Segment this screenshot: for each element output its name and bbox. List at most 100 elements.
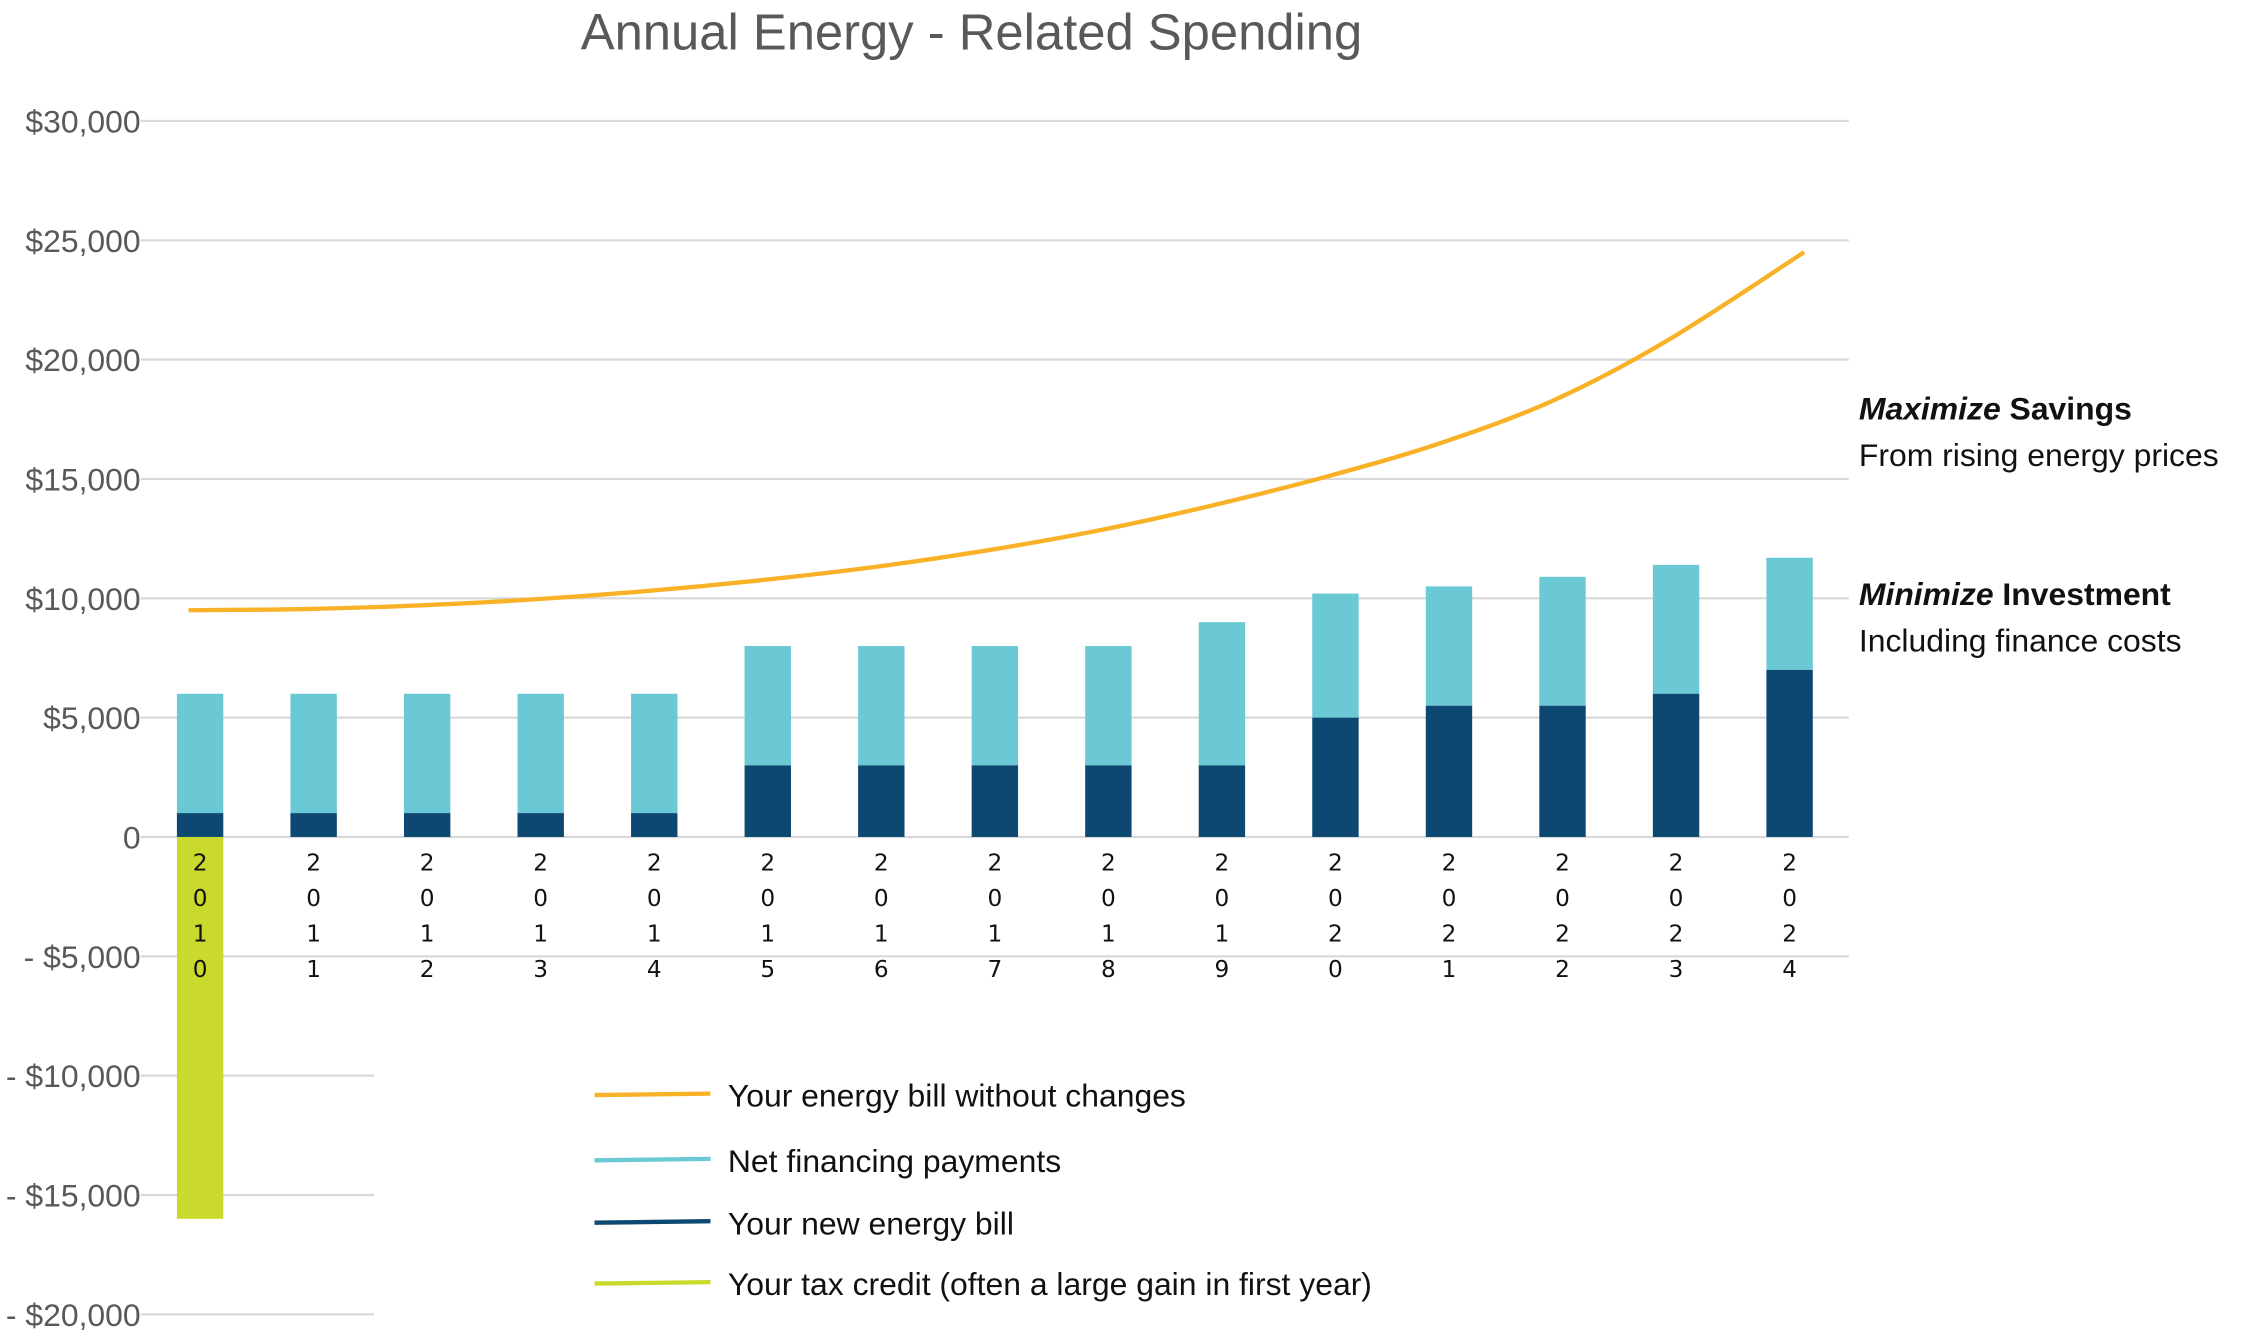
bar-new-energy-bill-2016 — [858, 765, 905, 837]
bar-net-financing-2013 — [517, 693, 564, 814]
y-tick-label: - $15,000 — [6, 1178, 141, 1214]
legend-swatch — [594, 1219, 711, 1225]
y-tick-label: - $10,000 — [6, 1058, 141, 1094]
x-tick-digit: 3 — [533, 956, 548, 983]
x-tick-digit: 2 — [1782, 849, 1797, 876]
x-tick-digit: 2 — [1442, 920, 1457, 947]
annotation: Maximize Savings From rising energy price… — [1859, 390, 2219, 472]
energy-bill-line — [188, 250, 1806, 613]
bar-net-financing-2014 — [631, 693, 678, 814]
x-tick-digit: 1 — [1442, 956, 1457, 983]
legend-item: Net financing payments — [594, 1143, 1061, 1179]
legend-swatch — [594, 1156, 711, 1163]
x-tick-digit: 1 — [760, 920, 775, 947]
annotation-emphasis: Minimize — [1859, 576, 1994, 612]
x-tick-digit: 2 — [533, 849, 548, 876]
x-tick-digit: 0 — [1555, 885, 1570, 912]
x-tick-digit: 8 — [1101, 956, 1116, 983]
bar-tax-credit-2010 — [176, 836, 224, 1219]
annotations: Maximize Savings From rising energy price… — [1859, 390, 2219, 658]
bar-net-financing-2012 — [403, 693, 451, 814]
bar-net-financing-2020 — [1312, 593, 1359, 718]
x-tick-digit: 1 — [647, 920, 662, 947]
x-tick-digit: 1 — [306, 956, 321, 983]
bar-new-energy-bill-2017 — [971, 765, 1019, 837]
annotation-rest: Investment — [1994, 576, 2172, 612]
legend-label: Your tax credit (often a large gain in f… — [728, 1266, 1372, 1302]
bar-new-energy-bill-2015 — [744, 765, 791, 837]
bar-net-financing-2022 — [1539, 576, 1586, 706]
x-tick-digit: 1 — [306, 920, 321, 947]
bar-net-financing-2021 — [1425, 586, 1473, 706]
annotation-subtext: Including finance costs — [1859, 622, 2182, 658]
x-tick-digit: 2 — [1555, 956, 1570, 983]
bar-new-energy-bill-2011 — [290, 813, 337, 837]
x-tick-digit: 0 — [1782, 885, 1797, 912]
bar-net-financing-2011 — [290, 693, 337, 814]
bar-new-energy-bill-2023 — [1652, 693, 1700, 837]
annotation-heading: Minimize Investment — [1859, 576, 2171, 612]
x-tick-digit: 0 — [533, 885, 548, 912]
legend-label: Your energy bill without changes — [728, 1078, 1186, 1114]
x-tick-digit: 1 — [533, 920, 548, 947]
legend-item: Your energy bill without changes — [594, 1078, 1186, 1114]
x-tick-digit: 0 — [1215, 885, 1230, 912]
x-tick-digit: 0 — [1101, 885, 1116, 912]
x-tick-digit: 2 — [1101, 849, 1116, 876]
y-tick-label: $30,000 — [25, 104, 140, 140]
y-tick-label: $25,000 — [25, 223, 140, 259]
bar-net-financing-2010 — [176, 693, 224, 814]
x-tick-digit: 0 — [306, 885, 321, 912]
x-tick-digit: 2 — [1669, 920, 1684, 947]
x-tick-digit: 0 — [1669, 885, 1684, 912]
bar-net-financing-2019 — [1198, 622, 1246, 766]
x-tick-digit: 0 — [1328, 885, 1343, 912]
bar-net-financing-2015 — [744, 646, 791, 766]
x-tick-digit: 6 — [874, 956, 889, 983]
y-tick-label: $20,000 — [25, 342, 140, 378]
x-tick-digit: 4 — [647, 956, 662, 983]
bar-new-energy-bill-2022 — [1539, 705, 1586, 837]
x-tick-digit: 2 — [1328, 849, 1343, 876]
x-tick-digit: 0 — [193, 956, 208, 983]
bars — [176, 557, 1813, 1219]
x-tick-digit: 1 — [874, 920, 889, 947]
legend-swatch — [594, 1279, 711, 1286]
legend-item: Your tax credit (often a large gain in f… — [594, 1266, 1372, 1302]
bar-net-financing-2024 — [1766, 557, 1813, 670]
x-tick-digit: 4 — [1782, 956, 1797, 983]
annotation-heading: Maximize Savings — [1859, 390, 2132, 426]
legend-label: Net financing payments — [728, 1143, 1061, 1179]
x-tick-digit: 2 — [1215, 849, 1230, 876]
x-tick-digit: 0 — [1328, 956, 1343, 983]
x-tick-digit: 2 — [1782, 920, 1797, 947]
bar-net-financing-2016 — [858, 646, 905, 766]
x-tick-digit: 3 — [1669, 956, 1684, 983]
bar-net-financing-2018 — [1085, 646, 1132, 766]
y-axis-ticks: $30,000 $25,000 $20,000 $15,000 $10,000 $5,00… — [6, 104, 141, 1333]
x-tick-digit: 2 — [1555, 920, 1570, 947]
bar-new-energy-bill-2024 — [1766, 669, 1813, 837]
chart-title: Annual Energy - Related Spending — [581, 4, 1363, 61]
x-tick-digit: 2 — [193, 849, 208, 876]
x-tick-digit: 5 — [760, 956, 775, 983]
y-tick-label: - $20,000 — [6, 1297, 141, 1333]
bar-new-energy-bill-2018 — [1085, 765, 1132, 837]
x-tick-digit: 9 — [1215, 956, 1230, 983]
x-tick-digit: 0 — [874, 885, 889, 912]
